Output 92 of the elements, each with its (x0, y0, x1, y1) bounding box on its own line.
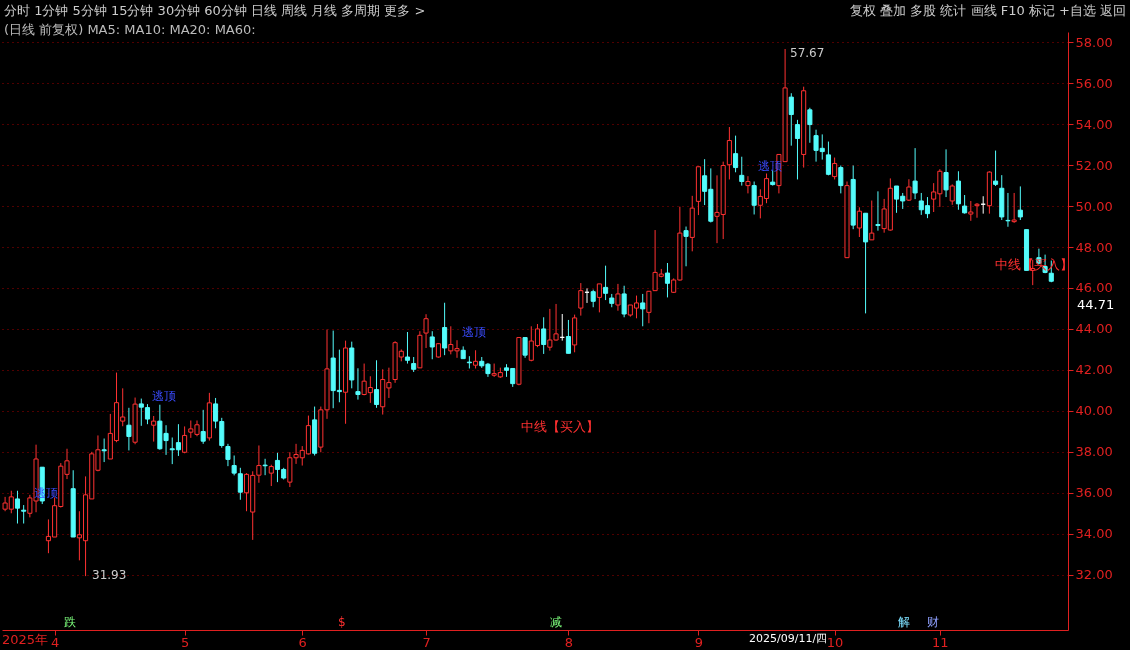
x-tick-label: 5 (180, 634, 190, 650)
candlestick (733, 135, 739, 173)
candlestick (14, 490, 21, 525)
candlestick (838, 165, 844, 194)
annotation: 57.67 (790, 46, 825, 60)
candlestick (429, 330, 435, 360)
candlestick (993, 150, 999, 187)
y-tick-label: 38.00 (1075, 444, 1113, 460)
annotation: (日线 前复权) MA5: MA10: MA20: MA60: (4, 22, 256, 37)
candlestick (578, 282, 584, 317)
candlestick (968, 200, 974, 222)
text: 分时 1分钟 5分钟 15分钟 30分钟 60分钟 日线 周线 月线 多周期 更多 > (4, 3, 426, 18)
annotation: 中线【买入】 (521, 419, 599, 434)
candlestick (1011, 192, 1017, 224)
candlestick (1005, 192, 1011, 228)
candlestick (404, 331, 411, 365)
y-tick-label: 42.00 (1075, 362, 1113, 378)
y-tick-label: 44.00 (1075, 321, 1113, 337)
candlestick (151, 415, 157, 443)
candlestick (442, 302, 448, 356)
candlestick (683, 226, 689, 267)
text: 复权 叠加 多股 统计 画线 F10 标记 +自选 返回 (850, 3, 1126, 18)
candlestick (825, 141, 831, 176)
candlestick (745, 175, 751, 194)
candlestick (225, 443, 231, 467)
x-tick-label: 11 (932, 634, 949, 650)
candlestick (182, 425, 188, 454)
candlestick (875, 190, 881, 232)
x-tick-label: 10 (826, 634, 844, 650)
candlestick (856, 206, 862, 238)
candlestick (912, 147, 918, 200)
y-tick-label: 32.00 (1075, 567, 1113, 583)
candlestick (603, 265, 609, 301)
candlestick (943, 148, 949, 198)
annotation: $ (338, 615, 346, 629)
annotation: 跌 (64, 615, 76, 629)
candlestick (906, 178, 912, 202)
annotation: 财 (927, 615, 939, 629)
candlestick (21, 504, 27, 525)
candlestick (101, 438, 107, 463)
candlestick (565, 319, 571, 354)
x-tick-label: 9 (694, 634, 704, 650)
candlestick (664, 262, 671, 298)
candlestick (949, 183, 955, 206)
annotation: 解 (898, 615, 910, 629)
candlestick (355, 367, 361, 401)
y-tick-label: 34.00 (1075, 526, 1113, 542)
candlestick (615, 283, 621, 312)
x-tick-label: 4 (50, 634, 60, 650)
candlestick (268, 464, 274, 487)
y-tick-label: 58.00 (1075, 34, 1113, 50)
y-tick-label: 56.00 (1075, 75, 1113, 91)
candlestick (596, 283, 602, 313)
candlestick (646, 290, 652, 324)
candlestick (423, 313, 429, 349)
y-tick-label: 46.00 (1075, 280, 1113, 296)
candlestick (541, 316, 547, 355)
y-tick-label: 50.00 (1075, 198, 1113, 214)
y-tick-label: 54.00 (1075, 116, 1113, 132)
text: 2025/09/11/四 (749, 632, 828, 645)
x-tick-label: 7 (422, 634, 431, 650)
candlestick (962, 194, 968, 215)
candlestick (126, 407, 132, 451)
x-tick-label: 8 (564, 634, 574, 650)
annotation: 逃顶 (462, 325, 486, 339)
candlestick (788, 92, 794, 147)
text: 44.71 (1077, 297, 1115, 312)
candlestick (869, 200, 875, 241)
candlestick (955, 170, 961, 211)
candlestick (200, 409, 206, 445)
candlestick (739, 156, 745, 187)
candlestick (751, 181, 757, 215)
text: 2025年 (2, 632, 49, 647)
candlestick (262, 458, 268, 476)
y-tick-label: 36.00 (1075, 485, 1113, 501)
annotation: 逃顶 (152, 389, 176, 403)
candlestick (621, 285, 627, 318)
candlestick (473, 349, 479, 369)
candlestick (794, 119, 801, 180)
candlestick (522, 337, 528, 359)
candlestick (1017, 185, 1023, 221)
x-tick-label: 6 (298, 634, 307, 650)
y-tick-label: 52.00 (1075, 157, 1113, 173)
candlestick (640, 293, 646, 327)
candlestick (974, 202, 980, 219)
candlestick (807, 107, 813, 144)
annotation: 减 (550, 615, 562, 629)
candlestick (373, 359, 380, 409)
candlestick (832, 157, 838, 180)
y-tick-label: 48.00 (1075, 239, 1113, 255)
y-tick-label: 40.00 (1075, 403, 1113, 419)
annotation: 31.93 (92, 568, 127, 582)
